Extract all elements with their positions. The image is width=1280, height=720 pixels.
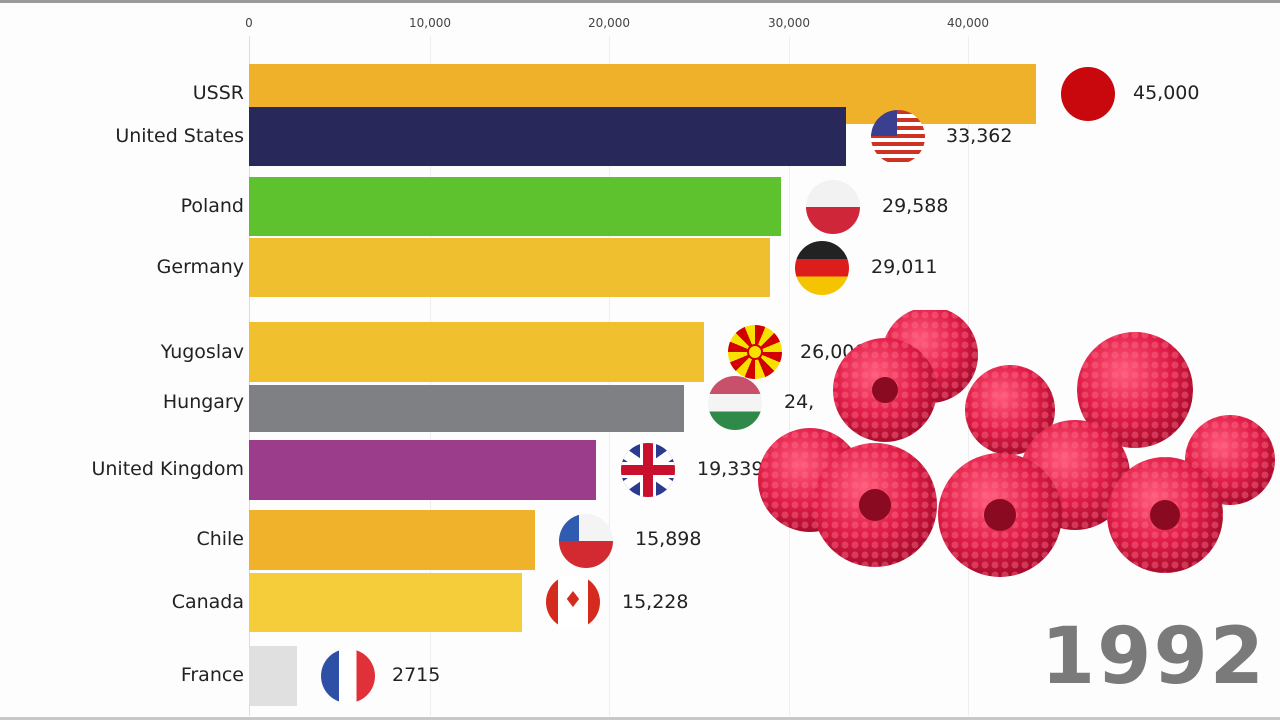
bar-yugoslav bbox=[249, 322, 704, 382]
row-label-united-states: United States bbox=[115, 125, 244, 147]
value-united-states: 33,362 bbox=[946, 125, 1013, 147]
value-canada: 15,228 bbox=[622, 591, 689, 613]
x-tick-0: 0 bbox=[245, 16, 253, 30]
value-france: 2715 bbox=[392, 664, 441, 686]
x-tick-20000: 20,000 bbox=[588, 16, 630, 30]
row-label-france: France bbox=[180, 664, 244, 686]
bar-united-kingdom bbox=[249, 440, 596, 500]
row-label-germany: Germany bbox=[156, 256, 244, 278]
france-flag-icon bbox=[321, 649, 375, 703]
value-hungary: 24, bbox=[784, 391, 815, 413]
bar-germany bbox=[249, 238, 770, 297]
bar-france bbox=[249, 646, 297, 706]
bar-canada bbox=[249, 573, 522, 632]
value-ussr: 45,000 bbox=[1133, 82, 1200, 104]
row-label-ussr: USSR bbox=[192, 82, 244, 104]
us-flag-icon bbox=[871, 110, 925, 164]
bar-hungary bbox=[249, 385, 684, 432]
x-tick-40000: 40,000 bbox=[947, 16, 989, 30]
top-border bbox=[0, 0, 1280, 3]
poland-flag-icon bbox=[806, 180, 860, 234]
gridline bbox=[789, 36, 790, 716]
x-tick-10000: 10,000 bbox=[409, 16, 451, 30]
germany-flag-icon bbox=[795, 241, 849, 295]
x-tick-30000: 30,000 bbox=[768, 16, 810, 30]
ussr-red-circle-icon bbox=[1061, 67, 1115, 121]
value-germany: 29,011 bbox=[871, 256, 938, 278]
row-label-hungary: Hungary bbox=[162, 391, 244, 413]
canada-flag-icon: ♦ bbox=[546, 575, 600, 629]
uk-flag-icon bbox=[621, 443, 675, 497]
value-united-kingdom: 19,339 bbox=[697, 458, 764, 480]
row-label-yugoslav: Yugoslav bbox=[160, 341, 244, 363]
bottom-border bbox=[0, 717, 1280, 720]
bar-chile bbox=[249, 510, 535, 570]
bar-poland bbox=[249, 177, 781, 236]
row-label-canada: Canada bbox=[171, 591, 244, 613]
row-label-united-kingdom: United Kingdom bbox=[91, 458, 244, 480]
hungary-flag-icon bbox=[708, 376, 762, 430]
row-label-poland: Poland bbox=[180, 195, 244, 217]
value-chile: 15,898 bbox=[635, 528, 702, 550]
chile-flag-icon bbox=[559, 514, 613, 568]
row-label-chile: Chile bbox=[196, 528, 244, 550]
bar-united-states bbox=[249, 107, 846, 166]
raspberries-image bbox=[758, 310, 1275, 577]
year-label: 1992 bbox=[1040, 612, 1266, 702]
macedonia-flag-icon bbox=[728, 325, 782, 379]
value-poland: 29,588 bbox=[882, 195, 949, 217]
